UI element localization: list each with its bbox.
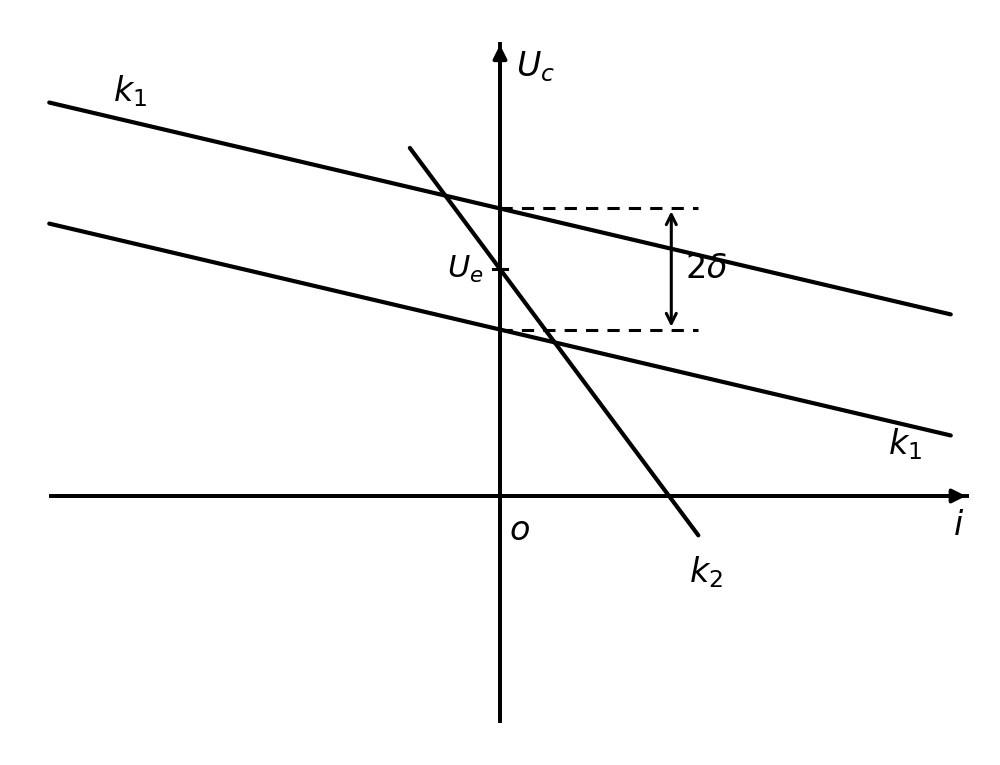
Text: $U_e$: $U_e$ bbox=[447, 253, 484, 285]
Text: $2\delta$: $2\delta$ bbox=[685, 253, 727, 285]
Text: $o$: $o$ bbox=[509, 515, 530, 547]
Text: $k_1$: $k_1$ bbox=[113, 73, 147, 109]
Text: $k_2$: $k_2$ bbox=[689, 555, 723, 590]
Text: $U_c$: $U_c$ bbox=[516, 50, 555, 84]
Text: $i$: $i$ bbox=[953, 509, 964, 542]
Text: $k_1$: $k_1$ bbox=[888, 426, 922, 462]
